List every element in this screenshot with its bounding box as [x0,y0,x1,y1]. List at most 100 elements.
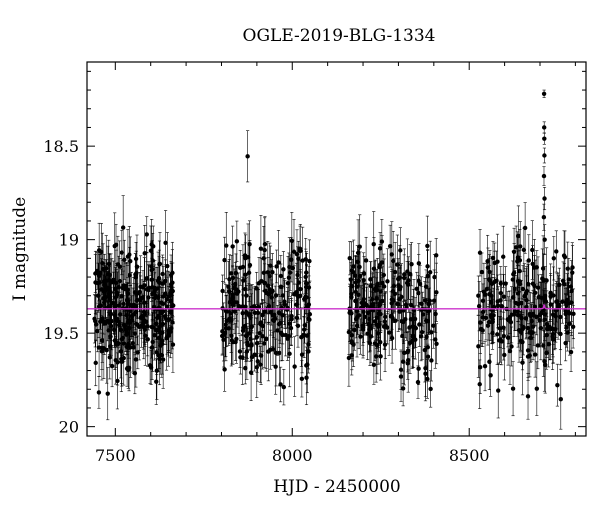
axis-ticks [87,62,586,436]
data-point-946 [517,259,523,304]
data-point-923 [519,301,524,336]
data-point-932 [485,234,490,288]
data-point-745 [376,305,381,348]
data-point-512 [226,310,231,346]
data-point-754 [377,232,383,265]
data-point-908 [569,260,574,322]
data-point-721 [378,272,384,332]
data-point-523 [276,295,282,330]
data-point-515 [270,283,275,347]
data-point-995 [542,186,547,211]
data-point-288 [117,297,123,331]
data-point-262 [119,326,124,393]
data-point-896 [495,303,500,365]
data-point-263 [119,229,125,276]
data-point-394 [247,240,253,291]
x-tick-labels: 7500 8000 8500 [95,446,490,465]
data-point-278 [164,276,170,337]
data-point-499 [249,339,255,375]
data-point-971 [488,289,494,341]
y-tick-labels: 18.5 19 19.5 20 [43,137,79,437]
data-point-393 [222,347,227,392]
data-point-781 [490,241,496,275]
data-point-974 [501,311,506,361]
data-point-520 [234,265,239,314]
data-point-706 [349,241,354,300]
data-point-531 [363,236,369,284]
data-point-390 [258,346,263,383]
data-point-285 [149,314,155,381]
data-point-765 [555,363,560,407]
data-point-704 [358,318,363,355]
data-point-983 [516,286,521,323]
data-point-75 [96,376,102,409]
data-point-931 [532,331,538,378]
data-point-483 [255,288,261,337]
data-point-275 [156,293,162,340]
data-point-753 [426,273,432,335]
data-point-975 [566,282,571,342]
data-point-981 [484,263,489,316]
data-point-978 [527,283,532,345]
data-point-969 [479,252,485,292]
data-point-729 [351,322,356,367]
data-point-255 [93,250,98,314]
data-point-964 [518,311,524,353]
data-point-406 [307,239,312,283]
data-point-716 [413,319,418,360]
data-point-740 [367,296,372,342]
data-point-273 [148,225,154,276]
data-point-798 [551,236,557,281]
data-point-778 [502,329,507,381]
data-point-741 [410,305,415,368]
data-point-293 [121,266,126,309]
data-point-703 [433,310,438,369]
data-point-839 [485,306,491,346]
data-point-482 [289,300,294,338]
data-point-290 [122,308,127,344]
data-point-294 [161,266,166,327]
data-point-411 [274,249,279,284]
data-point-269 [95,252,100,290]
data-point-253 [115,352,120,410]
data-point-218 [131,277,136,333]
data-point-722 [378,332,383,381]
data-point-956 [553,290,558,343]
data-point-423 [236,278,242,335]
data-point-494 [304,252,309,314]
data-point-746 [347,241,352,276]
data-point-505 [246,243,252,302]
x-tick-label-8500: 8500 [449,446,490,465]
data-point-236 [141,286,147,354]
data-point-990 [541,89,547,98]
data-point-916 [563,324,568,362]
data-point-644 [417,302,422,347]
data-point-758 [383,292,388,342]
data-point-297 [112,212,117,280]
chart-title: OGLE-2019-BLG-1334 [243,26,436,46]
data-point-994 [541,166,547,186]
data-point-715 [353,279,358,323]
data-point-329 [273,338,278,395]
data-point-697 [404,261,410,305]
data-point-907 [558,302,563,366]
data-point-739 [374,272,380,308]
data-point-948 [524,275,529,339]
data-point-434 [259,257,264,305]
data-point-266 [106,253,112,307]
x-tick-label-7500: 7500 [95,446,136,465]
data-point-283 [116,324,121,363]
data-point-280 [93,339,98,387]
data-point-637 [414,271,419,306]
data-point-949 [571,288,576,340]
x-tick-label-8000: 8000 [272,446,313,465]
data-point-693 [397,294,402,330]
data-point-159 [124,262,129,311]
data-point-959 [534,298,539,336]
data-point-934 [535,321,541,370]
data-point-985 [530,293,536,361]
data-point-229 [154,329,159,375]
data-point-922 [487,250,493,311]
data-point-525 [223,284,228,338]
y-tick-label-18-5: 18.5 [43,137,79,156]
